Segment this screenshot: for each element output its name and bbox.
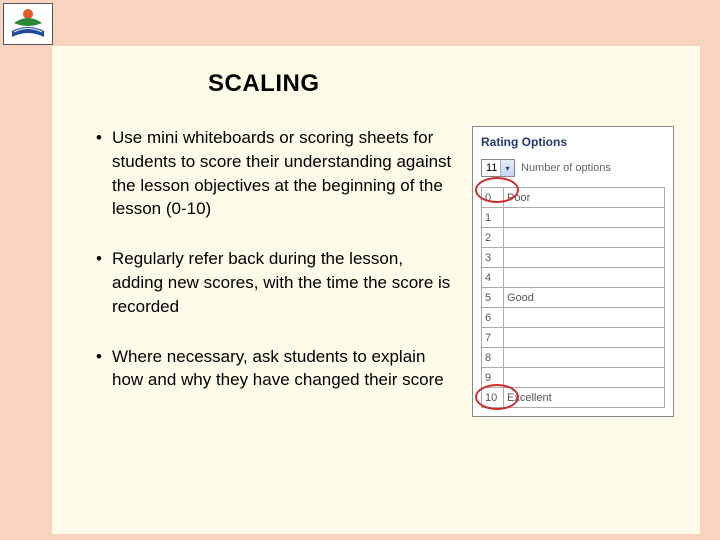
rating-number: 2: [482, 228, 504, 248]
slide-card: SCALING • Use mini whiteboards or scorin…: [52, 46, 700, 534]
rating-number: 6: [482, 308, 504, 328]
rating-label-input[interactable]: [504, 368, 665, 388]
content-row: • Use mini whiteboards or scoring sheets…: [96, 126, 674, 418]
rating-label-input[interactable]: Poor: [504, 188, 665, 208]
chevron-down-icon: ▾: [500, 160, 514, 176]
bullet-text: Use mini whiteboards or scoring sheets f…: [112, 126, 454, 221]
table-row: 0Poor: [482, 188, 665, 208]
rating-label-input[interactable]: [504, 228, 665, 248]
rating-number: 8: [482, 348, 504, 368]
table-row: 4: [482, 268, 665, 288]
options-count-label: Number of options: [521, 162, 611, 174]
rating-label-input[interactable]: [504, 348, 665, 368]
rating-label-input[interactable]: [504, 268, 665, 288]
table-row: 1: [482, 208, 665, 228]
select-value: 11: [482, 162, 500, 174]
slide-logo: [3, 3, 53, 45]
table-row: 3: [482, 248, 665, 268]
rating-number: 9: [482, 368, 504, 388]
rating-label-input[interactable]: Good: [504, 288, 665, 308]
rating-number: 3: [482, 248, 504, 268]
ratings-heading: Rating Options: [481, 135, 665, 149]
bullet-text: Regularly refer back during the lesson, …: [112, 247, 454, 318]
rating-number: 1: [482, 208, 504, 228]
rating-number: 7: [482, 328, 504, 348]
bullet-item: • Use mini whiteboards or scoring sheets…: [96, 126, 454, 221]
rating-number: 4: [482, 268, 504, 288]
rating-number: 0: [482, 188, 504, 208]
bullet-item: • Where necessary, ask students to expla…: [96, 345, 454, 393]
bullet-marker: •: [96, 247, 112, 318]
rating-number: 10: [482, 388, 504, 408]
table-row: 7: [482, 328, 665, 348]
logo-icon: [8, 7, 48, 41]
ratings-panel: Rating Options 11 ▾ Number of options 0P…: [472, 126, 674, 417]
table-row: 10Excellent: [482, 388, 665, 408]
rating-label-input[interactable]: [504, 208, 665, 228]
options-count-select[interactable]: 11 ▾: [481, 159, 515, 177]
table-row: 2: [482, 228, 665, 248]
table-row: 8: [482, 348, 665, 368]
table-row: 5Good: [482, 288, 665, 308]
rating-label-input[interactable]: [504, 328, 665, 348]
bullet-item: • Regularly refer back during the lesson…: [96, 247, 454, 318]
bullet-marker: •: [96, 345, 112, 393]
rating-label-input[interactable]: [504, 248, 665, 268]
rating-label-input[interactable]: Excellent: [504, 388, 665, 408]
bullet-list: • Use mini whiteboards or scoring sheets…: [96, 126, 458, 418]
ratings-table: 0Poor 1 2 3 4 5Good 6 7 8 9 10Excellent: [481, 187, 665, 408]
bullet-text: Where necessary, ask students to explain…: [112, 345, 454, 393]
table-row: 6: [482, 308, 665, 328]
rating-label-input[interactable]: [504, 308, 665, 328]
table-row: 9: [482, 368, 665, 388]
rating-number: 5: [482, 288, 504, 308]
number-of-options-row: 11 ▾ Number of options: [481, 159, 665, 177]
bullet-marker: •: [96, 126, 112, 221]
slide-title: SCALING: [208, 70, 674, 98]
